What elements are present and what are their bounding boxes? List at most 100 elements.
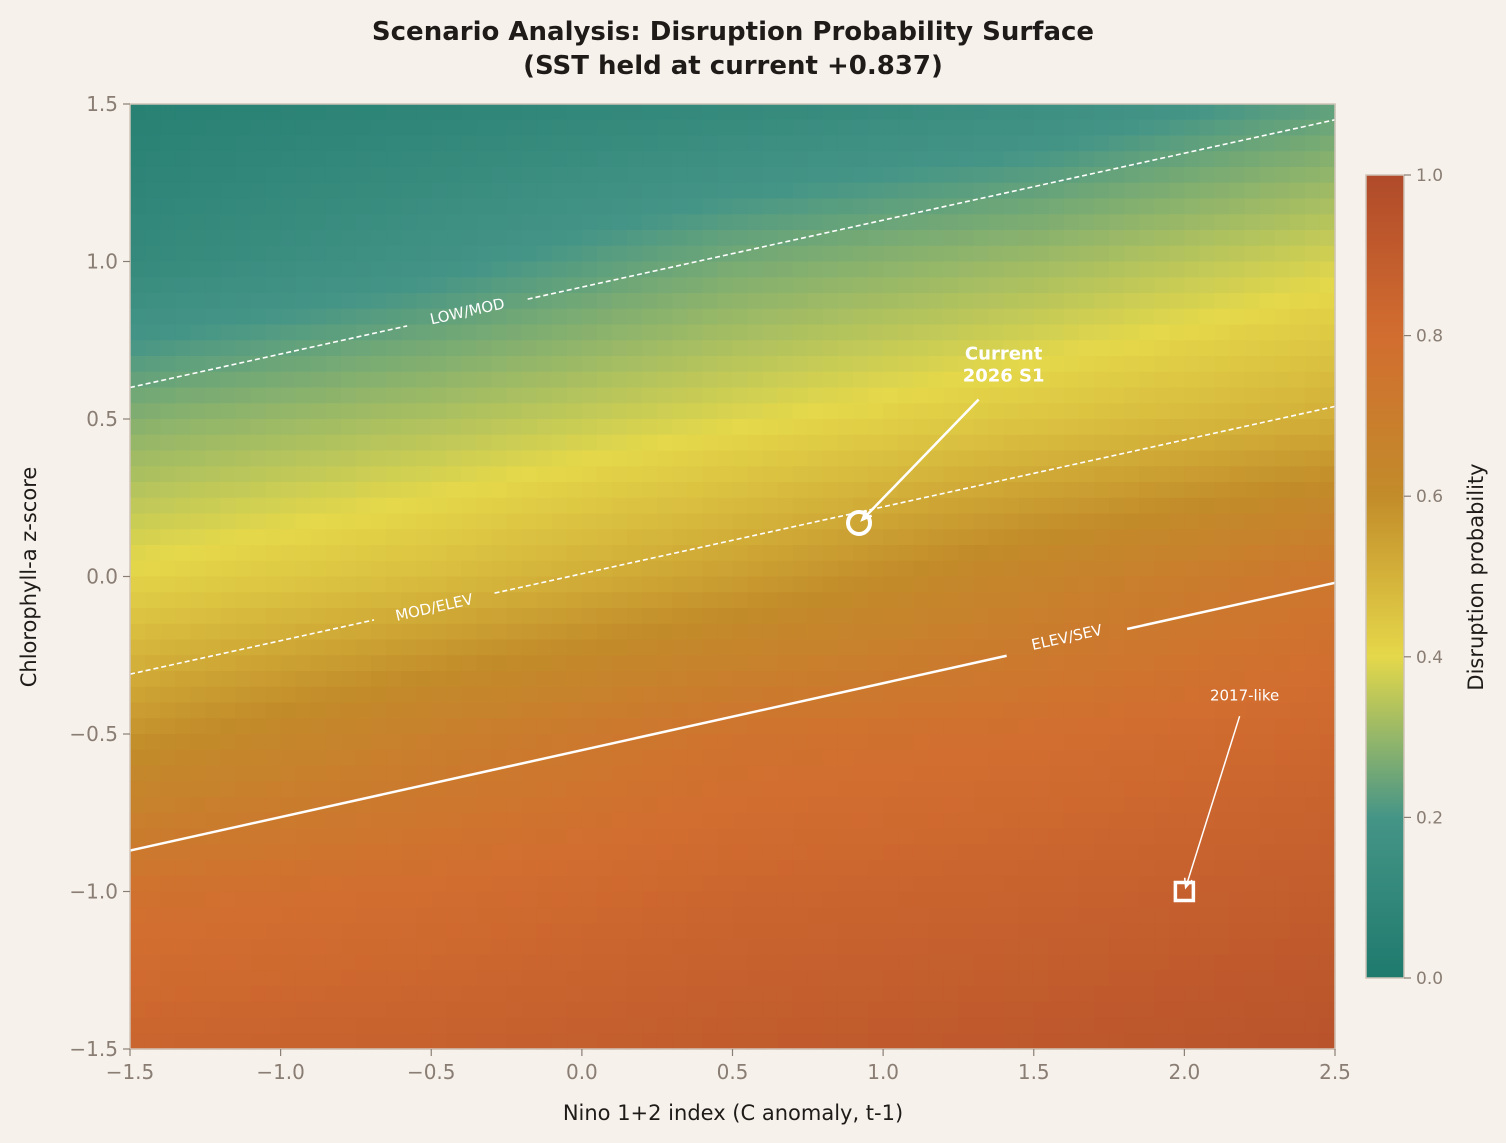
heatmap-cell [1094,608,1110,625]
heatmap-cell [1109,182,1125,200]
heatmap-cell [446,308,462,326]
heatmap-cell [1259,308,1276,326]
heatmap-cell [687,245,703,263]
heatmap-cell [551,718,568,735]
heatmap-cell [265,198,282,215]
heatmap-cell [837,875,854,893]
heatmap-cell [130,545,146,562]
heatmap-cell [235,513,252,530]
x-tick-label: 2.5 [1319,1060,1351,1084]
heatmap-cell [1048,797,1065,814]
heatmap-cell [1229,938,1246,956]
heatmap-cell [476,245,493,263]
heatmap-cell [988,135,1005,152]
heatmap-cell [446,434,462,452]
heatmap-cell [1214,907,1231,924]
heatmap-cell [807,434,824,452]
heatmap-cell [1109,797,1125,814]
heatmap-cell [551,592,568,609]
heatmap-cell [1094,907,1110,924]
heatmap-cell [1274,230,1291,247]
heatmap-cell [1304,277,1321,294]
heatmap-cell [1018,828,1035,845]
heatmap-cell [1304,340,1321,357]
heatmap-cell [732,828,749,845]
heatmap-cell [747,686,764,704]
heatmap-cell [837,844,854,861]
heatmap-cell [627,954,643,971]
heatmap-cell [1229,560,1246,578]
heatmap-cell [220,104,237,121]
heatmap-cell [521,954,538,971]
heatmap-cell [837,261,854,278]
heatmap-cell [371,560,387,578]
heatmap-cell [536,198,553,215]
heatmap-cell [1003,324,1020,341]
heatmap-cell [461,875,478,893]
heatmap-cell [988,623,1005,641]
heatmap-cell [160,954,176,971]
heatmap-cell [250,781,267,798]
heatmap-cell [657,466,673,483]
heatmap-cell [732,765,749,782]
heatmap-cell [521,434,538,452]
heatmap-cell [958,938,975,956]
heatmap-cell [1048,497,1065,515]
heatmap-cell [506,261,523,278]
heatmap-cell [1124,214,1140,231]
heatmap-cell [1289,151,1306,168]
heatmap-cell [1033,167,1050,184]
heatmap-cell [461,828,478,845]
heatmap-cell [205,308,221,326]
heatmap-cell [642,1033,658,1050]
heatmap-cell [1199,198,1216,215]
heatmap-cell [1154,529,1170,546]
heatmap-cell [476,308,493,326]
heatmap-cell [1169,765,1185,782]
heatmap-cell [732,387,749,404]
heatmap-cell [928,812,944,830]
heatmap-cell [401,529,417,546]
heatmap-cell [837,434,854,452]
heatmap-cell [401,1033,417,1050]
heatmap-cell [943,797,960,814]
heatmap-cell [822,387,839,404]
heatmap-cell [627,797,643,814]
heatmap-cell [235,560,252,578]
heatmap-cell [762,970,779,987]
heatmap-cell [777,938,794,956]
heatmap-cell [807,702,824,719]
heatmap-cell [1319,340,1336,357]
heatmap-cell [130,466,146,483]
heatmap-cell [1033,482,1050,499]
heatmap-cell [1274,923,1291,940]
heatmap-cell [612,198,628,215]
heatmap-cell [280,277,297,294]
heatmap-cell [536,812,553,830]
heatmap-cell [325,781,342,798]
heatmap-cell [295,419,312,436]
heatmap-cell [1033,261,1050,278]
heatmap-cell [988,608,1005,625]
heatmap-cell [1048,560,1065,578]
heatmap-cell [506,749,523,767]
heatmap-cell [1319,356,1336,373]
heatmap-cell [190,923,206,940]
heatmap-cell [1139,119,1155,137]
heatmap-cell [386,104,402,121]
heatmap-cell [747,198,764,215]
heatmap-cell [536,608,553,625]
heatmap-cell [596,970,613,987]
heatmap-cell [536,686,553,704]
heatmap-cell [1259,182,1276,200]
heatmap-cell [1199,734,1216,751]
heatmap-cell [928,466,944,483]
heatmap-cell [762,781,779,798]
heatmap-cell [1124,245,1140,263]
heatmap-cell [988,245,1005,263]
heatmap-cell [1319,308,1336,326]
heatmap-cell [1289,907,1306,924]
heatmap-cell [325,466,342,483]
heatmap-cell [280,545,297,562]
heatmap-cell [280,387,297,404]
